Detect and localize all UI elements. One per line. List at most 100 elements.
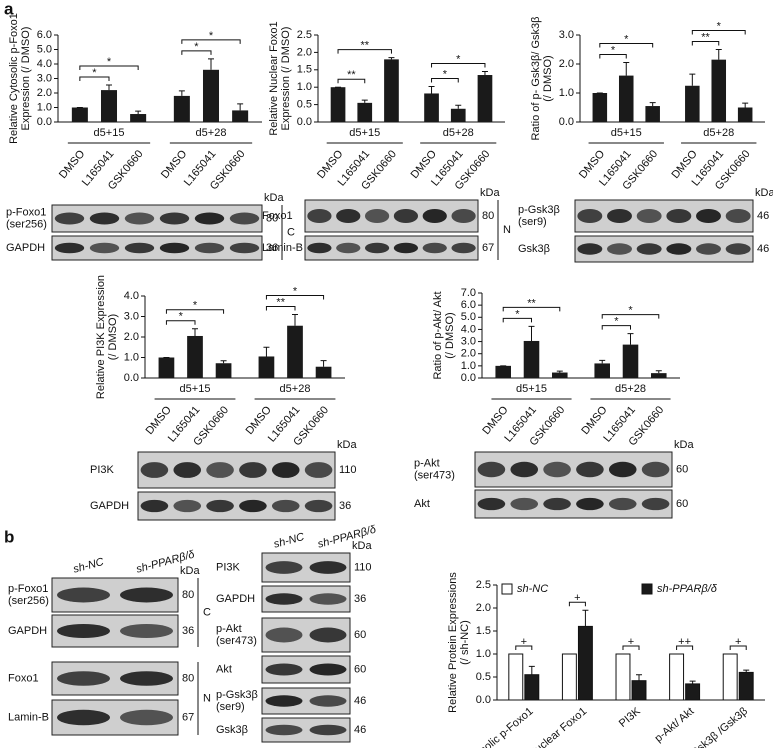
bar [258, 356, 275, 378]
bar [651, 373, 667, 378]
y-tick-label: 2.0 [297, 46, 312, 58]
blot-band [451, 242, 476, 254]
blot-label: PI3K [216, 561, 241, 573]
significance-label: * [628, 305, 633, 317]
y-tick-label: 2.0 [476, 602, 491, 614]
group-label: d5+28 [615, 383, 646, 395]
significance-label: * [209, 30, 214, 42]
bar [357, 102, 373, 122]
y-tick-label: 6.0 [37, 29, 52, 41]
error-bar [556, 370, 563, 373]
y-axis-label: (/ DMSO) [444, 312, 456, 358]
significance-label: * [614, 316, 619, 328]
blot-band [57, 623, 110, 639]
blot-strip [51, 204, 263, 233]
blot-kda: 36 [354, 593, 366, 605]
blot-kda: 46 [354, 724, 366, 736]
significance-label: * [624, 33, 629, 45]
bar [622, 344, 639, 378]
lane-label: sh-NC [272, 531, 305, 551]
blot-band [89, 242, 120, 254]
y-tick-label: 2.0 [461, 348, 476, 360]
blot-band [725, 243, 751, 255]
error-bar [208, 58, 214, 70]
bar [71, 107, 88, 122]
significance-bracket [337, 49, 392, 54]
significance-bracket [502, 306, 561, 312]
significance-label: + [574, 592, 580, 604]
compartment-label: N [203, 692, 211, 704]
group-label: d5+28 [443, 127, 474, 139]
blot-band [309, 663, 347, 676]
significance-bracket [599, 54, 627, 59]
y-tick-label: 2.0 [559, 58, 574, 70]
blot-strip [474, 489, 673, 519]
x-tick-label: Cytosolic p-Foxo1 [460, 705, 535, 748]
blot-band [159, 242, 190, 254]
kda-header: kDa [264, 192, 284, 204]
error-bar [689, 73, 696, 86]
blot-kda: 80 [482, 210, 494, 222]
blot-band [265, 695, 303, 707]
y-tick-label: 1.5 [476, 625, 491, 637]
blot-band [309, 724, 347, 736]
bar [685, 85, 700, 122]
blot-kda: 80 [182, 672, 194, 684]
y-axis-label: Ratio of p- Gsk3β/ Gsk3β [530, 17, 542, 141]
significance-bracket [622, 645, 640, 650]
y-axis-label: Relative Cytosolic p-Foxo1 [8, 13, 20, 144]
significance-bracket [431, 78, 459, 83]
blot-band [510, 461, 539, 478]
kda-header: kDa [352, 540, 372, 552]
blot-band [206, 462, 234, 478]
compartment-label: N [503, 224, 511, 236]
y-tick-label: 4.0 [37, 58, 52, 70]
blot-band [120, 671, 173, 686]
blot-band [477, 461, 506, 478]
significance-bracket [729, 645, 747, 650]
y-axis-label: Expression (/ DMSO) [280, 27, 292, 131]
y-tick-label: 0.5 [297, 99, 312, 111]
blot-kda: 46 [757, 243, 769, 255]
blot-band [309, 593, 347, 605]
blot-label: (ser256) [6, 218, 47, 230]
error-bar [220, 360, 227, 364]
blot-band [393, 208, 419, 224]
y-tick-label: 2.5 [297, 29, 312, 41]
y-tick-label: 0.0 [297, 116, 312, 128]
bar [100, 90, 118, 122]
error-bar [361, 99, 368, 103]
group-label: d5+28 [196, 127, 227, 139]
panel-label: a [4, 0, 14, 18]
error-bar [237, 103, 244, 111]
blot-strip [51, 235, 263, 261]
significance-bracket [568, 601, 586, 607]
blot-band [265, 724, 303, 736]
blot-label: GAPDH [6, 242, 45, 254]
blot-band [265, 663, 303, 676]
significance-bracket [691, 41, 720, 46]
blot-kda: 110 [339, 464, 357, 476]
blot-kda: 67 [182, 711, 194, 723]
blot-band [271, 499, 300, 513]
bar [384, 59, 399, 122]
error-bar [388, 57, 395, 60]
bar [561, 653, 577, 701]
blot-band [265, 627, 303, 643]
bar [669, 653, 685, 701]
blot-strip [137, 491, 336, 521]
y-tick-label: 4.0 [461, 323, 476, 335]
blot-band [577, 208, 603, 224]
blot-strip [574, 235, 754, 263]
blot-band [89, 212, 120, 225]
blot-label: p-Akt [414, 457, 440, 469]
kda-header: kDa [180, 565, 200, 577]
blot-band [309, 695, 347, 707]
y-tick-label: 2.0 [124, 331, 139, 343]
blot-band [229, 212, 260, 225]
y-tick-label: 1.0 [476, 648, 491, 660]
significance-label: * [107, 56, 112, 68]
blot-kda: 80 [182, 589, 194, 601]
error-bar [178, 90, 185, 96]
legend-swatch [641, 583, 653, 595]
